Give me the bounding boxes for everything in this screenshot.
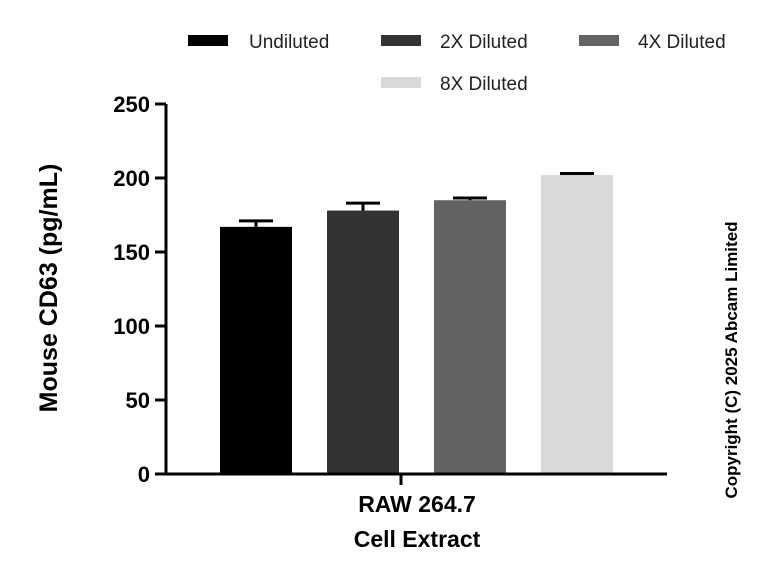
y-tick-label: 200 [113,166,150,191]
legend-label: Undiluted [249,32,329,53]
x-axis [164,472,667,485]
y-tick-label: 0 [138,462,150,487]
legend-swatch [381,77,421,88]
y-tick-label: 150 [113,240,150,265]
bar [434,200,506,474]
legend-swatch [381,35,421,46]
legend: Undiluted 2X Diluted 4X Diluted 8X Diluted [188,32,726,95]
y-axis: 0 50 100 150 200 250 [113,92,168,487]
y-tick-label: 100 [113,314,150,339]
category-label-line-2: Cell Extract [354,526,481,552]
legend-label: 4X Diluted [638,32,726,53]
legend-swatch [579,35,619,46]
y-axis-title: Mouse CD63 (pg/mL) [35,164,63,413]
legend-swatch [188,35,228,46]
copyright-text: Copyright (C) 2025 Abcam Limited [722,221,741,498]
y-tick-label: 50 [126,388,150,413]
bar [327,210,399,474]
bar [220,226,292,474]
bar [541,175,613,475]
category-label-line-1: RAW 264.7 [358,491,476,517]
y-tick-label: 250 [113,92,150,117]
legend-label: 2X Diluted [440,32,528,53]
bars [220,172,613,475]
legend-label: 8X Diluted [440,74,528,95]
